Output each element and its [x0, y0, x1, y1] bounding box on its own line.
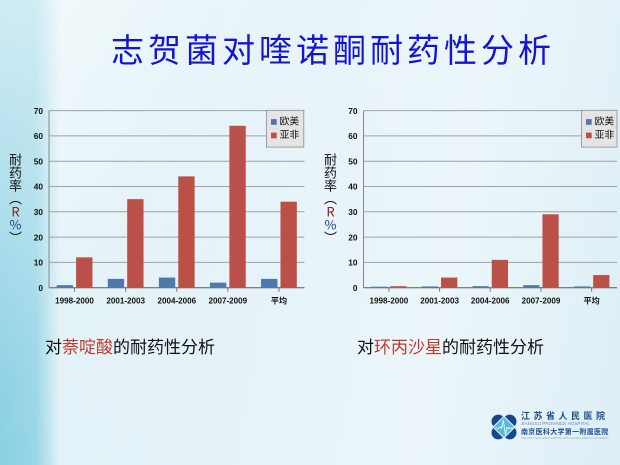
svg-text:20: 20 [34, 232, 44, 242]
svg-text:2004-2006: 2004-2006 [471, 297, 510, 306]
svg-text:2004-2006: 2004-2006 [157, 297, 196, 306]
svg-text:60: 60 [34, 131, 44, 141]
svg-text:70: 70 [348, 106, 358, 116]
svg-text:60: 60 [348, 131, 358, 141]
svg-text:2001-2003: 2001-2003 [420, 297, 459, 306]
svg-text:2007-2009: 2007-2009 [208, 297, 247, 306]
svg-text:10: 10 [34, 258, 44, 268]
svg-text:0: 0 [353, 283, 358, 293]
svg-text:30: 30 [348, 207, 358, 217]
svg-text:欧美: 欧美 [280, 114, 300, 128]
svg-text:1998-2000: 1998-2000 [55, 297, 94, 306]
svg-text:欧美: 欧美 [595, 114, 615, 128]
svg-text:70: 70 [34, 106, 44, 116]
svg-text:平均: 平均 [583, 296, 599, 306]
svg-text:2007-2009: 2007-2009 [522, 297, 561, 306]
svg-text:亚非: 亚非 [595, 127, 615, 141]
svg-text:0: 0 [38, 283, 43, 293]
svg-text:1998-2000: 1998-2000 [370, 297, 409, 306]
svg-text:50: 50 [34, 156, 44, 166]
svg-text:2001-2003: 2001-2003 [106, 297, 145, 306]
svg-text:亚非: 亚非 [280, 127, 300, 141]
svg-text:40: 40 [34, 182, 44, 192]
svg-text:平均: 平均 [271, 296, 287, 306]
svg-text:40: 40 [348, 182, 358, 192]
svg-text:10: 10 [348, 258, 358, 268]
svg-text:20: 20 [348, 232, 358, 242]
svg-text:30: 30 [34, 207, 44, 217]
svg-text:50: 50 [348, 156, 358, 166]
